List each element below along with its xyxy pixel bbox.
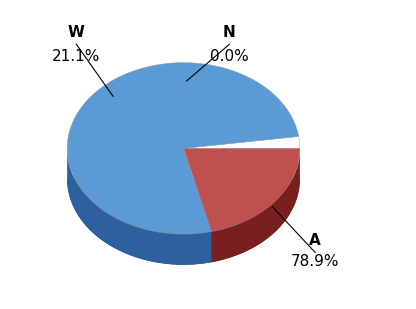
Polygon shape	[67, 179, 300, 265]
Polygon shape	[67, 63, 299, 234]
Polygon shape	[183, 137, 300, 148]
Text: 21.1%: 21.1%	[52, 49, 101, 64]
Text: 0.0%: 0.0%	[210, 49, 249, 64]
Text: A: A	[310, 233, 321, 248]
Text: 78.9%: 78.9%	[291, 254, 339, 269]
Polygon shape	[67, 149, 212, 265]
Polygon shape	[183, 148, 300, 231]
Polygon shape	[212, 149, 300, 262]
Text: W: W	[68, 24, 85, 40]
Text: N: N	[223, 24, 236, 40]
